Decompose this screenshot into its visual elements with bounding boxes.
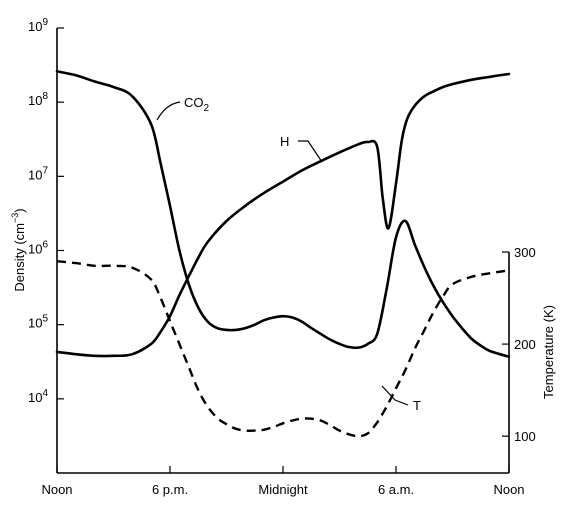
left-tick-label: 105 <box>28 314 48 331</box>
right-axis-title: Temperature (K) <box>541 305 556 399</box>
series-co2-label: CO2 <box>184 95 210 114</box>
left-axis-title: Density (cm−3) <box>10 208 27 291</box>
left-tick-label: 104 <box>28 388 48 405</box>
series-t-leader <box>381 385 409 406</box>
series-co2-leader <box>156 101 181 121</box>
series-co2-line <box>55 70 511 358</box>
left-tick-label: 107 <box>28 165 48 182</box>
series-h-label: H <box>280 134 289 149</box>
x-axis-ticks: Noon 6 p.m. Midnight 6 a.m. Noon <box>41 466 525 497</box>
x-tick-label: 6 p.m. <box>152 482 188 497</box>
series-t-line <box>56 260 510 438</box>
right-tick-label: 300 <box>514 245 536 260</box>
left-tick-label: 108 <box>28 91 48 108</box>
series-h-line <box>55 72 511 358</box>
series-h-leader <box>298 140 323 163</box>
x-tick-label: 6 a.m. <box>378 482 414 497</box>
x-tick-label: Noon <box>493 482 524 497</box>
right-axis-ticks: 100 200 300 <box>502 245 536 444</box>
left-tick-label: 109 <box>28 17 48 34</box>
series-t-label: T <box>413 398 421 413</box>
left-axis-ticks: 104 105 106 107 108 109 <box>28 17 64 405</box>
left-tick-label: 106 <box>28 240 48 257</box>
x-tick-label: Midnight <box>258 482 308 497</box>
x-tick-label: Noon <box>41 482 72 497</box>
right-tick-label: 200 <box>514 337 536 352</box>
right-tick-label: 100 <box>514 429 536 444</box>
